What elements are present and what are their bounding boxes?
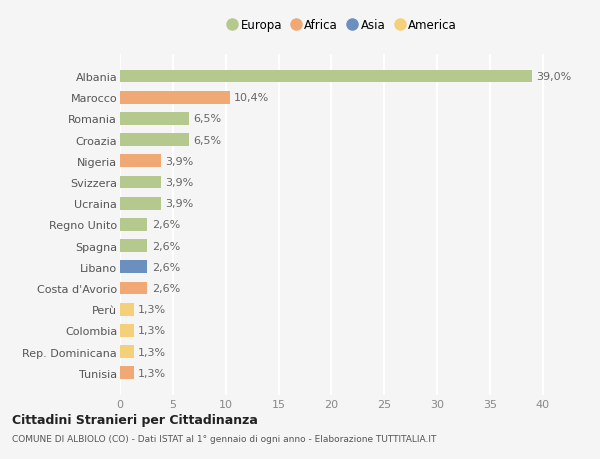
Text: 1,3%: 1,3% — [138, 347, 166, 357]
Bar — [120, 155, 161, 168]
Legend: Europa, Africa, Asia, America: Europa, Africa, Asia, America — [225, 17, 459, 34]
Bar — [120, 92, 230, 104]
Text: 10,4%: 10,4% — [234, 93, 269, 103]
Text: 3,9%: 3,9% — [166, 199, 194, 209]
Text: 2,6%: 2,6% — [152, 262, 180, 272]
Text: 2,6%: 2,6% — [152, 241, 180, 251]
Text: 2,6%: 2,6% — [152, 283, 180, 293]
Text: 3,9%: 3,9% — [166, 178, 194, 188]
Bar — [120, 218, 148, 231]
Bar — [120, 303, 134, 316]
Text: COMUNE DI ALBIOLO (CO) - Dati ISTAT al 1° gennaio di ogni anno - Elaborazione TU: COMUNE DI ALBIOLO (CO) - Dati ISTAT al 1… — [12, 434, 436, 443]
Bar — [120, 282, 148, 295]
Text: 1,3%: 1,3% — [138, 304, 166, 314]
Text: Cittadini Stranieri per Cittadinanza: Cittadini Stranieri per Cittadinanza — [12, 413, 258, 426]
Text: 1,3%: 1,3% — [138, 368, 166, 378]
Text: 3,9%: 3,9% — [166, 157, 194, 167]
Bar — [120, 197, 161, 210]
Bar — [120, 367, 134, 379]
Text: 6,5%: 6,5% — [193, 114, 221, 124]
Text: 39,0%: 39,0% — [536, 72, 572, 82]
Bar — [120, 113, 189, 125]
Bar — [120, 134, 189, 147]
Text: 2,6%: 2,6% — [152, 220, 180, 230]
Bar — [120, 325, 134, 337]
Bar — [120, 240, 148, 252]
Bar — [120, 176, 161, 189]
Bar — [120, 261, 148, 274]
Text: 1,3%: 1,3% — [138, 326, 166, 336]
Bar — [120, 71, 532, 83]
Bar — [120, 346, 134, 358]
Text: 6,5%: 6,5% — [193, 135, 221, 146]
